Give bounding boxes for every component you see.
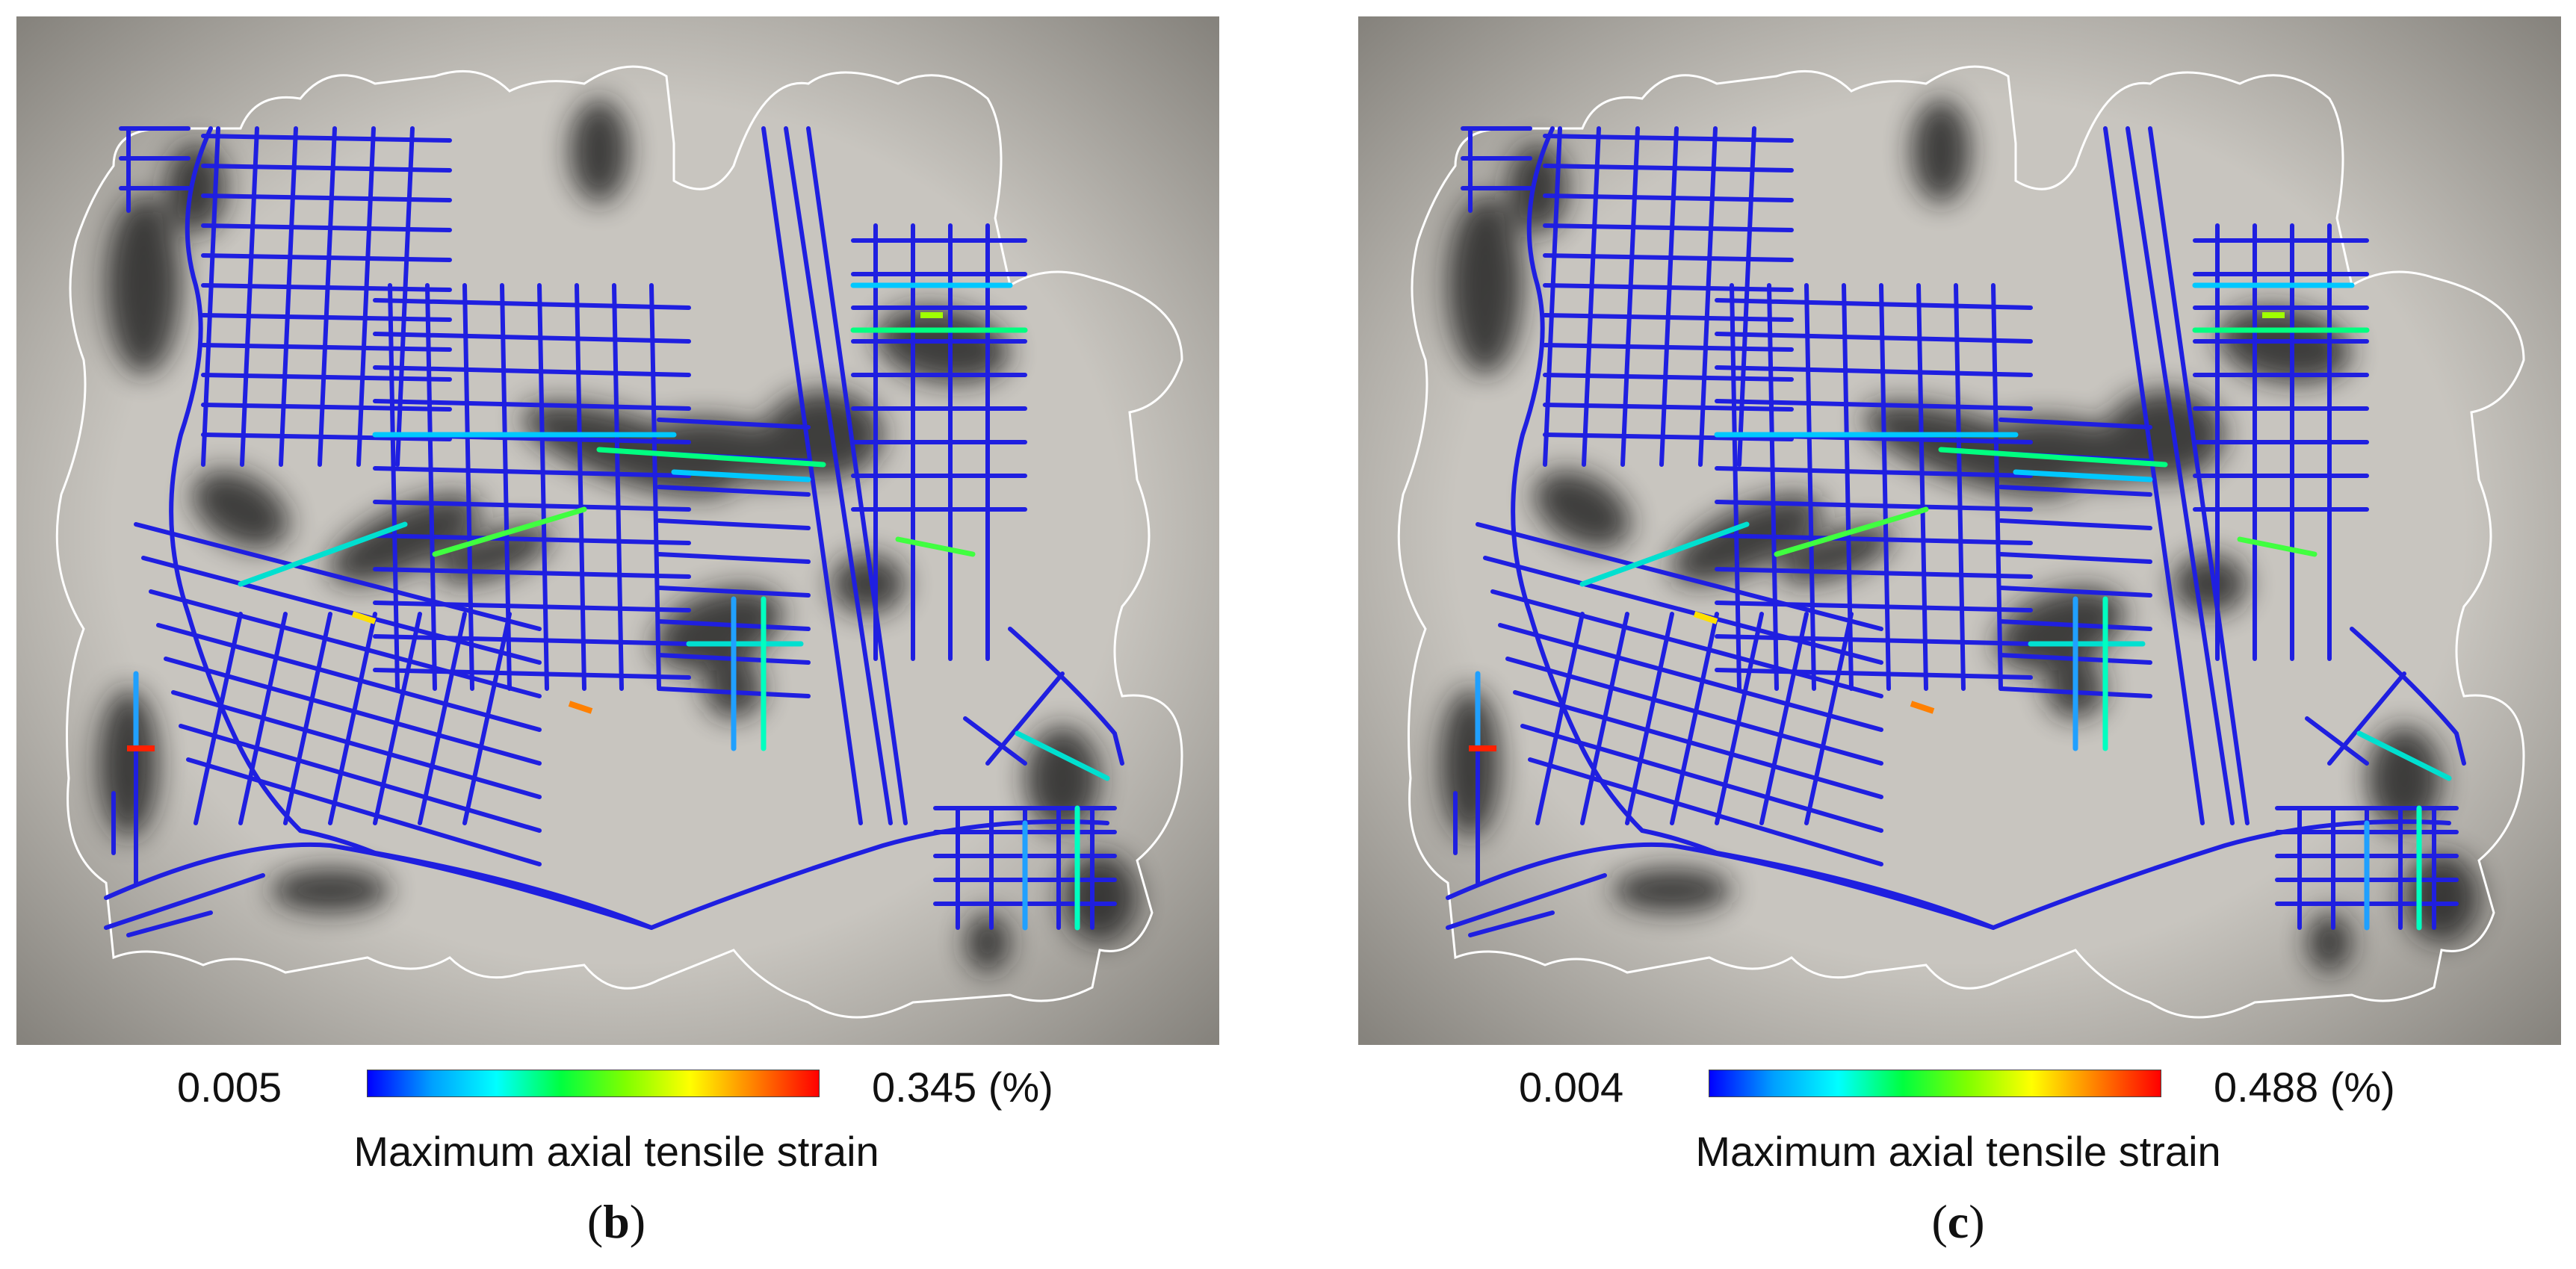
colorbar-b: 0.005 0.345 (%) — [0, 1067, 1233, 1108]
colorbar-gradient — [367, 1070, 820, 1097]
pipe-network-map-c — [1358, 16, 2561, 1045]
colorbar-max-label: 0.345 (%) — [872, 1064, 1053, 1111]
colorbar-gradient — [1709, 1070, 2161, 1097]
colorbar-title: Maximum axial tensile strain — [1695, 1128, 2221, 1175]
colorbar-max-label: 0.488 (%) — [2214, 1064, 2395, 1111]
colorbar-min-label: 0.004 — [1519, 1064, 1624, 1111]
colorbar-title: Maximum axial tensile strain — [353, 1128, 879, 1175]
strain-map-c — [1358, 16, 2561, 1045]
colorbar-c: 0.004 0.488 (%) — [1342, 1067, 2575, 1108]
strain-map-b — [16, 16, 1219, 1045]
panel-label-b: (b) — [586, 1195, 646, 1248]
panel-c: 0.004 0.488 (%) Maximum axial tensile st… — [1342, 0, 2575, 1269]
pipe-network-map-b — [16, 16, 1219, 1045]
colorbar-min-label: 0.005 — [177, 1064, 282, 1111]
panel-b: 0.005 0.345 (%) Maximum axial tensile st… — [0, 0, 1233, 1269]
panel-label-c: (c) — [1931, 1195, 1985, 1248]
